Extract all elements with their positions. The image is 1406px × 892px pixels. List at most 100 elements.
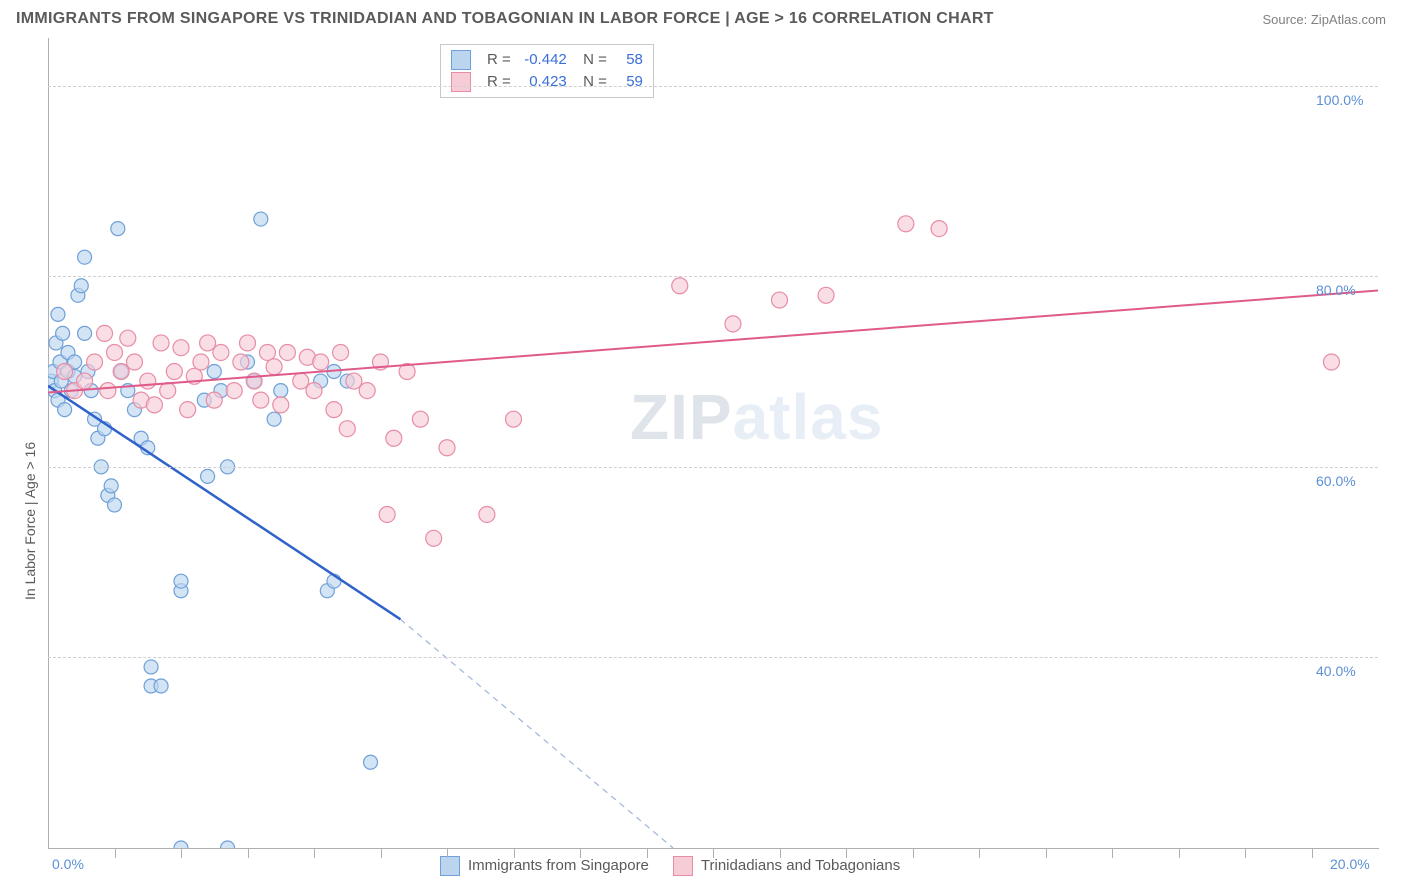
stats-row: R =0.423 N =59 [451, 71, 643, 93]
data-point [226, 383, 242, 399]
data-point [166, 364, 182, 380]
data-point [339, 421, 355, 437]
data-point [201, 469, 215, 483]
data-point [213, 344, 229, 360]
series-swatch [451, 50, 471, 70]
data-point [259, 344, 275, 360]
x-tick-label: 20.0% [1330, 856, 1370, 872]
data-point [772, 292, 788, 308]
x-minor-tick [248, 848, 249, 858]
data-point [173, 340, 189, 356]
data-point [153, 335, 169, 351]
data-point [273, 397, 289, 413]
series-swatch [451, 72, 471, 92]
data-point [126, 354, 142, 370]
data-point [313, 354, 329, 370]
data-point [346, 373, 362, 389]
data-point [77, 373, 93, 389]
legend-item: Trinidadians and Tobagonians [673, 856, 900, 876]
x-minor-tick [1245, 848, 1246, 858]
x-minor-tick [1312, 848, 1313, 858]
data-point [146, 397, 162, 413]
data-point [479, 506, 495, 522]
data-point [279, 344, 295, 360]
legend-item: Immigrants from Singapore [440, 856, 649, 876]
data-point [160, 383, 176, 399]
data-point [193, 354, 209, 370]
data-point [233, 354, 249, 370]
x-minor-tick [1179, 848, 1180, 858]
data-point [1323, 354, 1339, 370]
data-point [51, 307, 65, 321]
data-point [364, 755, 378, 769]
x-minor-tick [181, 848, 182, 858]
data-point [87, 354, 103, 370]
bottom-legend: Immigrants from Singapore Trinidadians an… [440, 856, 900, 876]
data-point [104, 479, 118, 493]
data-point [206, 392, 222, 408]
data-point [100, 383, 116, 399]
data-point [326, 402, 342, 418]
x-minor-tick [115, 848, 116, 858]
chart-svg [0, 0, 1406, 892]
data-point [386, 430, 402, 446]
data-point [221, 841, 235, 855]
x-minor-tick [514, 848, 515, 858]
x-tick-label: 0.0% [52, 856, 84, 872]
data-point [333, 344, 349, 360]
x-minor-tick [1046, 848, 1047, 858]
data-point [672, 278, 688, 294]
legend-swatch [440, 856, 460, 876]
data-point [174, 574, 188, 588]
data-point [253, 392, 269, 408]
data-point [140, 373, 156, 389]
data-point [56, 326, 70, 340]
data-point [78, 326, 92, 340]
x-minor-tick [447, 848, 448, 858]
data-point [254, 212, 268, 226]
x-minor-tick [314, 848, 315, 858]
data-point [58, 403, 72, 417]
stats-legend: R =-0.442 N =58R =0.423 N =59 [440, 44, 654, 98]
gridline [48, 467, 1378, 468]
y-tick-label: 60.0% [1316, 473, 1356, 489]
data-point [274, 384, 288, 398]
data-point [107, 344, 123, 360]
data-point [240, 335, 256, 351]
data-point [207, 365, 221, 379]
x-minor-tick [913, 848, 914, 858]
data-point [200, 335, 216, 351]
data-point [154, 679, 168, 693]
data-point [180, 402, 196, 418]
x-minor-tick [580, 848, 581, 858]
y-tick-label: 80.0% [1316, 282, 1356, 298]
data-point [111, 222, 125, 236]
x-minor-tick [713, 848, 714, 858]
data-point [439, 440, 455, 456]
legend-swatch [673, 856, 693, 876]
y-tick-label: 40.0% [1316, 663, 1356, 679]
data-point [97, 325, 113, 341]
data-point [57, 364, 73, 380]
data-point [120, 330, 136, 346]
data-point [267, 412, 281, 426]
data-point [108, 498, 122, 512]
gridline [48, 86, 1378, 87]
gridline [48, 276, 1378, 277]
y-tick-label: 100.0% [1316, 92, 1363, 108]
data-point [818, 287, 834, 303]
legend-label: Immigrants from Singapore [468, 857, 649, 874]
data-point [306, 383, 322, 399]
x-minor-tick [780, 848, 781, 858]
data-point [426, 530, 442, 546]
data-point [144, 660, 158, 674]
legend-label: Trinidadians and Tobagonians [701, 857, 900, 874]
data-point [359, 383, 375, 399]
data-point [78, 250, 92, 264]
data-point [898, 216, 914, 232]
data-point [74, 279, 88, 293]
stats-row: R =-0.442 N =58 [451, 49, 643, 71]
x-minor-tick [1112, 848, 1113, 858]
x-minor-tick [381, 848, 382, 858]
trend-line-extrapolated [400, 619, 673, 848]
